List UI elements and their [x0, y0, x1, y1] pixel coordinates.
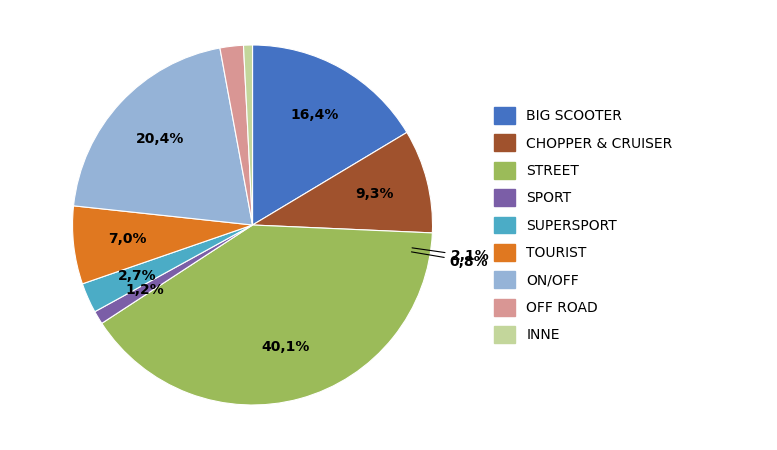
- Wedge shape: [220, 45, 253, 225]
- Legend: BIG SCOOTER, CHOPPER & CRUISER, STREET, SPORT, SUPERSPORT, TOURIST, ON/OFF, OFF : BIG SCOOTER, CHOPPER & CRUISER, STREET, …: [489, 102, 678, 348]
- Wedge shape: [253, 45, 407, 225]
- Wedge shape: [82, 225, 253, 312]
- Text: 0,8%: 0,8%: [412, 252, 489, 269]
- Text: 40,1%: 40,1%: [262, 340, 310, 354]
- Wedge shape: [95, 225, 253, 324]
- Text: 7,0%: 7,0%: [108, 232, 147, 246]
- Wedge shape: [72, 206, 253, 284]
- Wedge shape: [253, 132, 433, 233]
- Text: 9,3%: 9,3%: [355, 187, 394, 201]
- Text: 2,1%: 2,1%: [412, 248, 490, 263]
- Wedge shape: [74, 48, 253, 225]
- Wedge shape: [243, 45, 253, 225]
- Text: 0,8%: 0,8%: [0, 449, 1, 450]
- Text: 1,2%: 1,2%: [125, 283, 164, 297]
- Text: 20,4%: 20,4%: [136, 132, 184, 146]
- Text: 16,4%: 16,4%: [291, 108, 339, 122]
- Text: 2,1%: 2,1%: [0, 449, 1, 450]
- Text: 2,7%: 2,7%: [118, 269, 157, 283]
- Wedge shape: [102, 225, 432, 405]
